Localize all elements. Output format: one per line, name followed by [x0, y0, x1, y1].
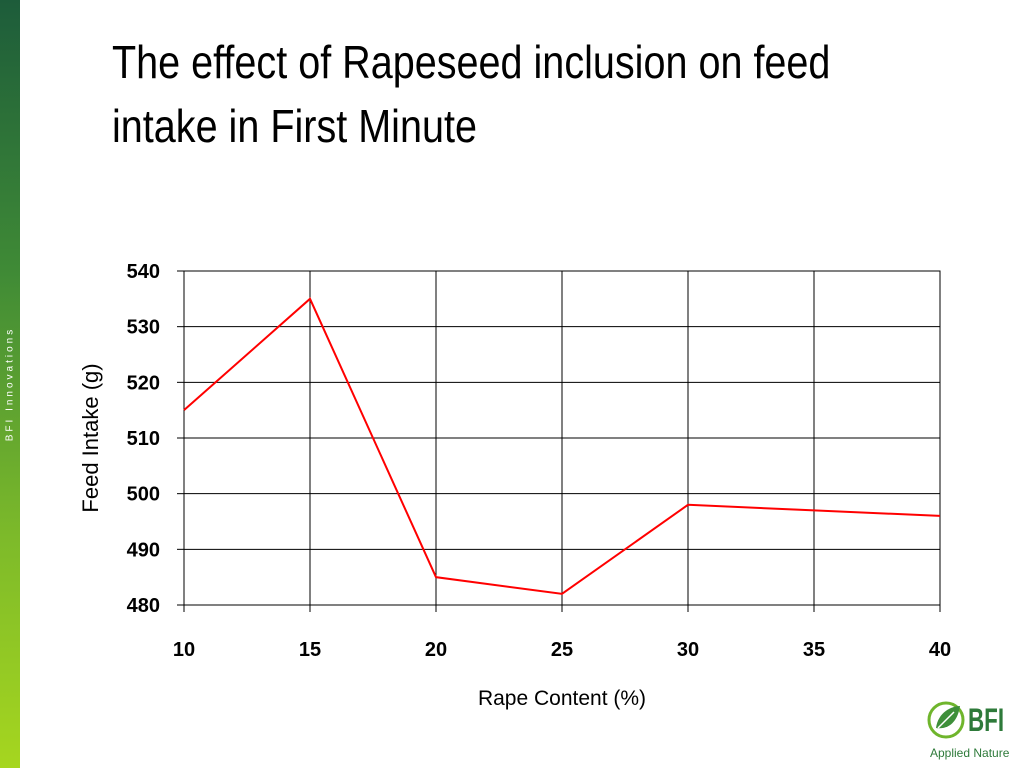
- y-tick-label: 540: [127, 261, 160, 283]
- x-tick-label: 30: [677, 639, 699, 661]
- x-axis-label: Rape Content (%): [478, 687, 646, 710]
- logo-subtitle: Applied Nature: [930, 746, 1010, 760]
- y-tick-label: 510: [127, 428, 160, 450]
- x-tick-label: 25: [551, 639, 573, 661]
- x-tick-label: 10: [173, 639, 195, 661]
- series-line: [183, 297, 941, 595]
- x-tick-label: 20: [425, 639, 447, 661]
- bfi-logo-icon: [927, 701, 965, 739]
- y-tick-label: 480: [127, 595, 160, 617]
- y-tick-label: 490: [127, 539, 160, 561]
- y-tick-label: 500: [127, 484, 160, 506]
- sidebar-stripe: BFI Innovations: [0, 0, 20, 768]
- logo-wordmark: BFI: [968, 702, 1005, 738]
- slide-title: The effect of Rapeseed inclusion on feed…: [112, 36, 831, 152]
- x-tick-label: 35: [803, 639, 825, 661]
- y-tick-label: 520: [127, 372, 160, 394]
- y-tick-label: 530: [127, 317, 160, 339]
- y-axis-label: Feed Intake (g): [78, 363, 103, 512]
- x-tick-label: 40: [929, 639, 951, 661]
- x-tick-label: 15: [299, 639, 321, 661]
